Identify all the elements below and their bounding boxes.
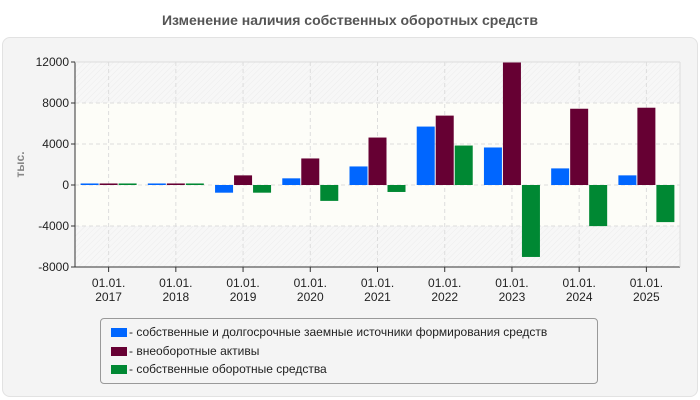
y-tick-label: -4000 bbox=[38, 219, 69, 233]
bar-noncurrent-assets bbox=[301, 158, 320, 185]
x-tick-label: 01.01. bbox=[630, 276, 663, 290]
bar-noncurrent-assets bbox=[166, 183, 185, 185]
legend-item-sources: - собственные и долгосрочные заемные ист… bbox=[111, 325, 547, 339]
bar-noncurrent-assets bbox=[99, 183, 118, 185]
x-tick-label: 2023 bbox=[499, 290, 526, 304]
x-tick-label: 01.01. bbox=[92, 276, 125, 290]
y-tick-label: 8000 bbox=[42, 96, 69, 110]
x-tick-label: 2017 bbox=[95, 290, 122, 304]
bar-working-capital bbox=[253, 185, 272, 193]
bar-noncurrent-assets bbox=[435, 115, 454, 185]
bar-noncurrent-assets bbox=[234, 175, 253, 185]
legend-item-working-capital: - собственные оборотные средства bbox=[111, 362, 327, 376]
bar-sources bbox=[349, 166, 368, 185]
legend-swatch bbox=[111, 346, 127, 356]
y-tick-label: 0 bbox=[62, 178, 69, 192]
legend-swatch bbox=[111, 327, 127, 337]
bar-working-capital bbox=[521, 185, 540, 257]
bar-working-capital bbox=[185, 183, 204, 185]
y-tick-label: 4000 bbox=[42, 137, 69, 151]
bar-sources bbox=[551, 168, 570, 185]
legend-label: - собственные оборотные средства bbox=[129, 362, 327, 376]
bar-sources bbox=[416, 126, 435, 185]
x-tick-label: 2024 bbox=[566, 290, 593, 304]
x-tick-label: 01.01. bbox=[159, 276, 192, 290]
bar-noncurrent-assets bbox=[368, 137, 387, 185]
bar-sources bbox=[147, 183, 166, 185]
bar-noncurrent-assets bbox=[502, 62, 521, 185]
legend-label: - собственные и долгосрочные заемные ист… bbox=[129, 325, 548, 339]
x-tick-label: 01.01. bbox=[562, 276, 595, 290]
x-tick-label: 01.01. bbox=[226, 276, 259, 290]
x-tick-label: 2020 bbox=[297, 290, 324, 304]
y-axis-label: тыс. bbox=[13, 151, 27, 177]
legend-swatch bbox=[111, 364, 127, 374]
bar-sources bbox=[618, 175, 637, 185]
x-tick-label: 2021 bbox=[364, 290, 391, 304]
x-tick-label: 01.01. bbox=[428, 276, 461, 290]
bar-sources bbox=[215, 185, 234, 193]
legend-label: - внеоборотные активы bbox=[129, 344, 260, 358]
x-tick-label: 01.01. bbox=[495, 276, 528, 290]
bar-noncurrent-assets bbox=[570, 108, 589, 185]
x-tick-label: 2022 bbox=[431, 290, 458, 304]
bar-working-capital bbox=[118, 183, 137, 185]
legend-item-noncurrent-assets: - внеоборотные активы bbox=[111, 344, 259, 358]
x-tick-label: 2018 bbox=[162, 290, 189, 304]
bar-working-capital bbox=[656, 185, 675, 223]
bar-sources bbox=[80, 183, 99, 185]
bar-sources bbox=[282, 178, 301, 185]
x-tick-label: 01.01. bbox=[294, 276, 327, 290]
y-tick-label: 12000 bbox=[36, 55, 70, 69]
x-tick-label: 2025 bbox=[633, 290, 660, 304]
bar-working-capital bbox=[387, 185, 406, 192]
x-tick-label: 01.01. bbox=[361, 276, 394, 290]
y-tick-label: -8000 bbox=[38, 260, 69, 274]
bar-working-capital bbox=[589, 185, 608, 227]
bar-working-capital bbox=[454, 145, 473, 185]
chart-legend: - собственные и долгосрочные заемные ист… bbox=[100, 318, 598, 384]
x-tick-label: 2019 bbox=[230, 290, 257, 304]
chart-title: Изменение наличия собственных оборотных … bbox=[161, 12, 539, 28]
bar-sources bbox=[483, 147, 502, 185]
bar-working-capital bbox=[320, 185, 339, 201]
bar-noncurrent-assets bbox=[637, 107, 656, 185]
